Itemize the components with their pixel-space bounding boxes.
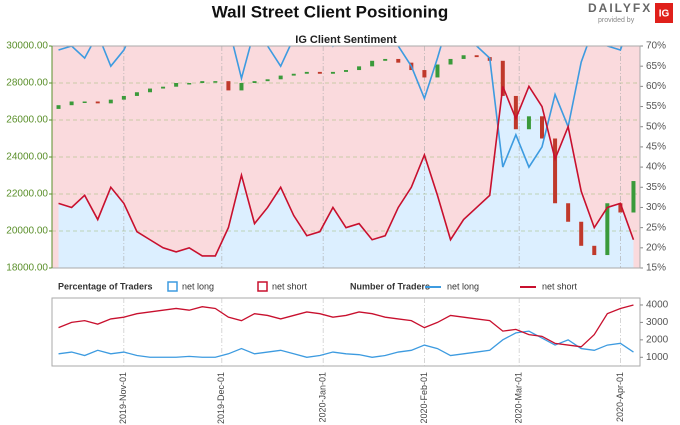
y-tick-label: 24000.00: [6, 152, 48, 163]
y2-tick-label: 50%: [646, 121, 666, 132]
y-tick-label: 28000.00: [6, 78, 48, 89]
legend-label: net long: [182, 281, 214, 291]
y-tick-label: 3000: [646, 317, 669, 328]
y2-tick-label: 45%: [646, 142, 666, 153]
y2-tick-label: 20%: [646, 242, 666, 253]
x-tick-label: 2020-Jan-01: [318, 372, 328, 423]
y-tick-label: 26000.00: [6, 115, 48, 126]
y2-tick-label: 60%: [646, 81, 666, 92]
candle: [252, 81, 257, 83]
chart-title: Wall Street Client Positioning: [212, 2, 448, 21]
y-tick-label: 22000.00: [6, 189, 48, 200]
y2-tick-label: 35%: [646, 182, 666, 193]
y2-tick-label: 70%: [646, 41, 666, 52]
area: [58, 86, 634, 268]
x-tick-label: 2020-Feb-01: [419, 372, 429, 424]
frame: [51, 297, 641, 367]
candle: [540, 116, 544, 139]
plot-area: [52, 46, 640, 268]
candle: [357, 66, 362, 71]
candle: [513, 95, 518, 130]
candle: [161, 86, 166, 89]
legend-title: Number of Traders: [350, 281, 430, 291]
y-tick-label: 1000: [646, 352, 669, 363]
candle: [56, 105, 61, 109]
candle: [226, 81, 231, 91]
candle: [553, 138, 558, 204]
candle: [370, 60, 375, 67]
x-tick-label: 2020-Apr-01: [615, 372, 625, 422]
y-tick-label: 4000: [646, 300, 669, 311]
candle: [134, 92, 139, 96]
legend-swatch: [257, 281, 268, 292]
candle: [317, 71, 322, 74]
y-tick-label: 20000.00: [6, 226, 48, 237]
candle: [108, 99, 113, 104]
candle: [278, 75, 283, 80]
y-tick-label: 30000.00: [6, 41, 48, 52]
candle: [526, 116, 531, 130]
candle: [396, 58, 401, 63]
candle: [605, 203, 610, 256]
x-tick-label: 2019-Dec-01: [216, 372, 226, 424]
x-tick-label: 2019-Nov-01: [118, 372, 128, 424]
line: [58, 304, 634, 348]
candle: [579, 221, 584, 246]
legend-label: net short: [272, 281, 308, 291]
candle: [174, 83, 179, 87]
brand-tagline: provided by: [598, 17, 635, 24]
y2-tick-label: 40%: [646, 162, 666, 173]
candle: [461, 55, 466, 59]
candle: [291, 73, 296, 76]
candle: [213, 81, 218, 83]
candle: [566, 203, 571, 222]
candle: [148, 88, 152, 93]
y2-tick-label: 25%: [646, 222, 666, 233]
candle: [592, 245, 597, 256]
brand-badge-box: [655, 3, 673, 23]
candle: [344, 70, 348, 72]
y-tick-label: 18000.00: [6, 263, 48, 274]
candle: [187, 83, 192, 85]
line: [58, 46, 623, 169]
y2-tick-label: 15%: [646, 263, 666, 274]
candle: [435, 64, 440, 78]
candle: [500, 60, 505, 96]
candle: [330, 71, 335, 74]
candle: [239, 83, 244, 91]
legend-label: net long: [447, 281, 479, 291]
candle: [618, 203, 623, 213]
candle: [121, 95, 126, 100]
candle: [95, 101, 100, 104]
legend-label: net short: [542, 281, 578, 291]
brand-name: DAILYFX: [588, 1, 652, 15]
y2-tick-label: 55%: [646, 101, 666, 112]
candle: [383, 58, 388, 61]
candle: [474, 55, 479, 58]
candle: [304, 71, 309, 74]
candle: [82, 101, 87, 103]
candle: [631, 181, 636, 213]
y2-tick-label: 65%: [646, 61, 666, 72]
line: [58, 84, 635, 257]
legend-title: Percentage of Traders: [58, 281, 153, 291]
brand-badge: IG: [659, 9, 670, 20]
y-tick-label: 2000: [646, 334, 669, 345]
candle: [200, 81, 205, 83]
legend-swatch: [167, 281, 178, 292]
candle: [265, 79, 270, 82]
y2-tick-label: 30%: [646, 202, 666, 213]
chart-subtitle: IG Client Sentiment: [295, 34, 397, 46]
x-tick-label: 2020-Mar-01: [514, 372, 524, 424]
candle: [448, 58, 453, 65]
candle: [69, 101, 74, 106]
candle: [422, 70, 427, 78]
